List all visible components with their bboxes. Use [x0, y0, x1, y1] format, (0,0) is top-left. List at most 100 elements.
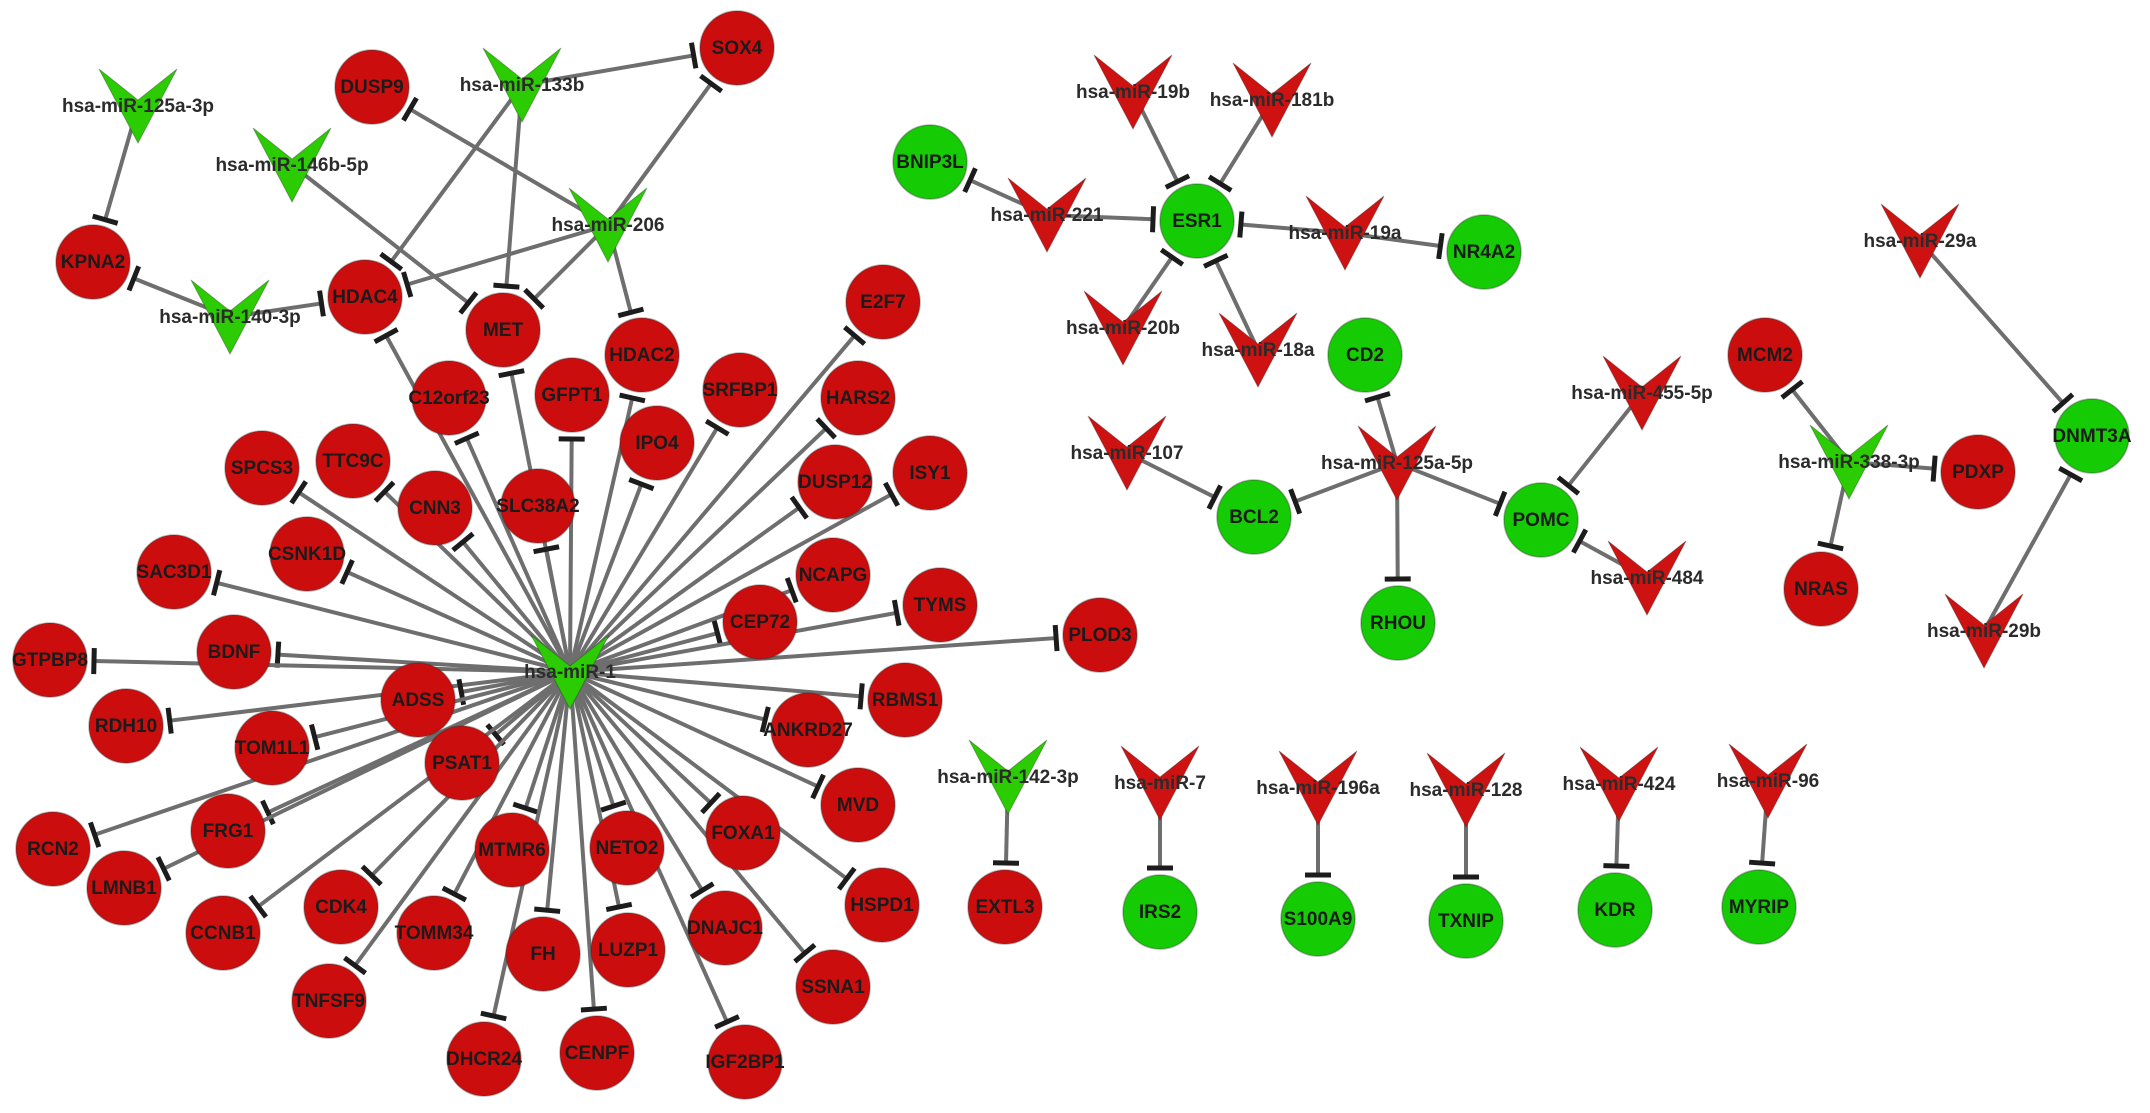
- edge-line: [568, 671, 596, 1010]
- inhibition-tbar: [289, 480, 308, 505]
- edge-line: [1375, 396, 1399, 464]
- inhibition-tbar: [617, 306, 645, 319]
- node-TYMS: TYMS: [902, 567, 978, 643]
- gene-circle: [795, 949, 871, 1025]
- mirna-v-icon: [98, 68, 178, 145]
- node-SOX4: SOX4: [699, 10, 775, 86]
- gene-circle: [185, 895, 261, 971]
- edge-hsa-miR-1-to-FOXA1: [568, 670, 722, 815]
- inhibition-tbar: [1159, 247, 1185, 267]
- inhibition-tbar: [260, 799, 276, 826]
- gene-circle: [1577, 872, 1653, 948]
- gene-circle: [1428, 883, 1504, 959]
- node-KDR: KDR: [1577, 872, 1653, 948]
- inhibition-tbar: [2058, 466, 2084, 483]
- edge-hsa-miR-1-to-SRFBP1: [568, 418, 730, 674]
- gene-circle: [699, 10, 775, 86]
- inhibition-tbar: [523, 287, 546, 310]
- edge-line: [216, 580, 571, 674]
- node-IPO4: IPO4: [619, 405, 695, 481]
- node-SAC3D1: SAC3D1: [136, 534, 212, 610]
- edge-line: [1566, 391, 1644, 487]
- inhibition-tbar: [1150, 206, 1157, 233]
- inhibition-tbar: [1288, 488, 1303, 515]
- node-CDK4: CDK4: [303, 869, 379, 945]
- node-TTC9C: TTC9C: [315, 423, 391, 499]
- inhibition-tbar: [453, 430, 480, 446]
- edge-line: [568, 483, 644, 673]
- mirna-v-icon: [1232, 62, 1312, 139]
- node-BDNF: BDNF: [196, 614, 272, 690]
- edge-line: [256, 670, 572, 909]
- edge-line: [569, 670, 862, 699]
- node-SSNA1: SSNA1: [795, 949, 871, 1025]
- edge-hsa-miR-1-to-E2F7: [568, 325, 867, 674]
- gene-circle: [1280, 881, 1356, 957]
- node-PSAT1: PSAT1: [424, 725, 500, 801]
- edge-line: [452, 671, 572, 895]
- node-hsa-miR-140-3p: hsa-miR-140-3p: [159, 279, 301, 356]
- gene-circle: [234, 710, 310, 786]
- node-hsa-miR-29a: hsa-miR-29a: [1864, 203, 1977, 280]
- gene-circle: [269, 516, 345, 592]
- gene-circle: [88, 688, 164, 764]
- inhibition-tbar: [714, 1014, 740, 1030]
- node-FOXA1: FOXA1: [705, 795, 781, 871]
- edge-line: [408, 107, 610, 227]
- inhibition-tbar: [1207, 174, 1233, 193]
- edge-hsa-miR-1-to-CENPF: [568, 671, 608, 1013]
- node-ANKRD27: ANKRD27: [763, 692, 853, 768]
- inhibition-tbar: [1052, 624, 1060, 652]
- gene-circle: [1327, 317, 1403, 393]
- inhibition-tbar: [704, 418, 730, 437]
- edge-hsa-miR-1-to-C12orf23: [453, 430, 572, 673]
- inhibition-tbar: [373, 327, 399, 345]
- gene-circle: [820, 360, 896, 436]
- node-PDXP: PDXP: [1940, 434, 2016, 510]
- node-hsa-miR-19b: hsa-miR-19b: [1076, 54, 1190, 131]
- node-HDAC4: HDAC4: [327, 259, 403, 335]
- gene-circle: [722, 584, 798, 660]
- gene-circle: [411, 360, 487, 436]
- gene-circle: [303, 869, 379, 945]
- node-TXNIP: TXNIP: [1428, 883, 1504, 959]
- inhibition-tbar: [857, 683, 865, 710]
- node-hsa-miR-206: hsa-miR-206: [552, 187, 665, 264]
- inhibition-tbar: [843, 325, 867, 346]
- edge-line: [464, 437, 572, 673]
- node-TNFSF9: TNFSF9: [291, 963, 367, 1039]
- node-DNAJC1: DNAJC1: [687, 890, 763, 966]
- inhibition-tbar: [458, 291, 479, 315]
- edge-hsa-miR-1-to-SLC38A2: [533, 544, 572, 673]
- edge-hsa-miR-206-to-HDAC4: [401, 223, 609, 298]
- node-MYRIP: MYRIP: [1721, 869, 1797, 945]
- edge-hsa-miR-1-to-CCNB1: [248, 670, 572, 919]
- gene-circle: [474, 812, 550, 888]
- edge-line: [568, 670, 807, 955]
- node-GTPBP8: GTPBP8: [12, 622, 88, 698]
- inhibition-tbar: [373, 480, 396, 503]
- node-BCL2: BCL2: [1216, 479, 1292, 555]
- inhibition-tbar: [317, 290, 326, 317]
- node-CEP72: CEP72: [722, 584, 798, 660]
- inhibition-tbar: [211, 569, 223, 596]
- inhibition-tbar: [512, 801, 539, 815]
- gene-circle: [500, 468, 576, 544]
- mirna-v-icon: [568, 187, 648, 264]
- edge-line: [568, 506, 801, 674]
- inhibition-tbar: [793, 942, 817, 964]
- node-NR4A2: NR4A2: [1446, 214, 1522, 290]
- inhibition-tbar: [883, 481, 900, 507]
- edge-line: [1918, 239, 2065, 405]
- edge-hsa-miR-29a-to-DNMT3A: [1918, 239, 2075, 414]
- edge-hsa-miR-1-to-RDH10: [165, 670, 571, 734]
- edge-line: [346, 570, 571, 674]
- node-hsa-miR-125a-5p: hsa-miR-125a-5p: [1321, 425, 1473, 502]
- inhibition-tbar: [836, 866, 857, 891]
- gene-circle: [86, 850, 162, 926]
- gene-circle: [795, 537, 871, 613]
- node-hsa-miR-424: hsa-miR-424: [1563, 746, 1676, 823]
- gene-circle: [619, 405, 695, 481]
- edge-hsa-miR-133b-to-HDAC4: [379, 83, 524, 272]
- edge-hsa-miR-1-to-IPO4: [568, 477, 655, 673]
